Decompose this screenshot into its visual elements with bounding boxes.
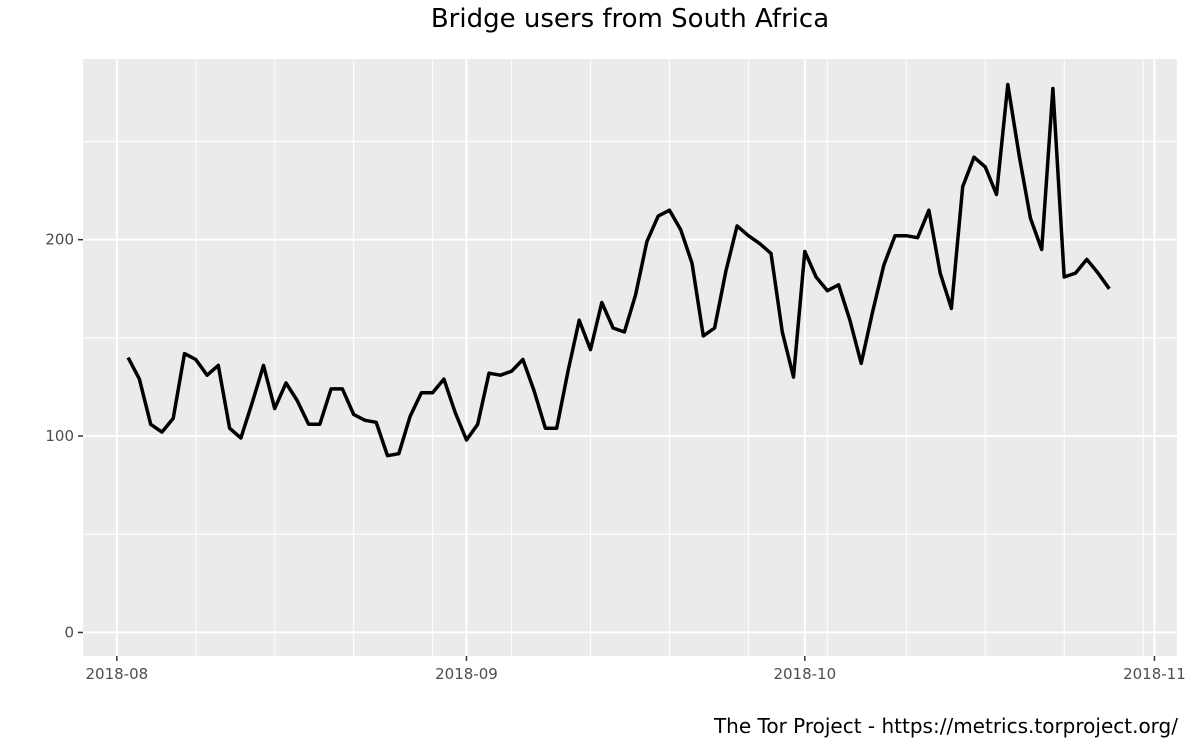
- chart-caption: The Tor Project - https://metrics.torpro…: [713, 714, 1178, 738]
- x-tick-label: 2018-09: [435, 665, 498, 683]
- series-line: [126, 82, 1111, 458]
- minor-gridlines: [83, 59, 1177, 656]
- x-axis-labels: 2018-08 2018-09 2018-10 2018-11: [85, 665, 1185, 683]
- y-axis-labels: 0 100 200: [45, 231, 74, 642]
- y-tick-label: 200: [45, 231, 74, 249]
- x-tick-label: 2018-08: [85, 665, 148, 683]
- major-gridlines: [83, 59, 1177, 656]
- plot-panel: [83, 59, 1177, 656]
- axis-ticks: [78, 238, 1156, 661]
- y-tick-label: 0: [64, 623, 74, 641]
- x-tick-label: 2018-10: [773, 665, 836, 683]
- y-tick-label: 100: [45, 427, 74, 445]
- x-tick-label: 2018-11: [1123, 665, 1186, 683]
- chart-title: Bridge users from South Africa: [430, 4, 830, 34]
